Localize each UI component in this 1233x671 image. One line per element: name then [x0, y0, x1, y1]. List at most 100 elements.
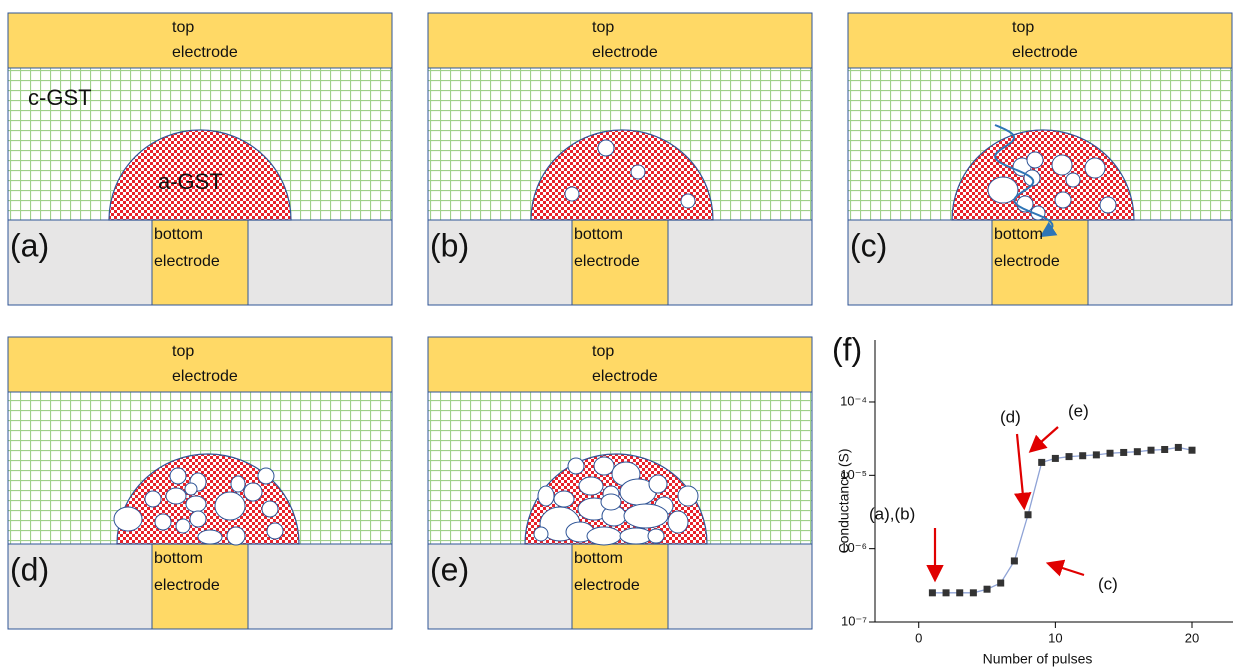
top-electrode-label: top [172, 19, 194, 36]
figure: top electrode bottom electrode (a) c-GST a-GST… [0, 0, 1233, 671]
void-bubble [166, 488, 186, 504]
void-bubble [649, 475, 667, 493]
void-bubble [155, 514, 171, 530]
void-bubble [1055, 192, 1071, 208]
data-point [1052, 455, 1059, 462]
annotation: (c) [1098, 574, 1118, 593]
y-tick-label: 10⁻⁷ [841, 613, 867, 628]
void-bubble [988, 177, 1018, 203]
data-point [1120, 449, 1127, 456]
bottom-electrode-label: electrode [154, 577, 220, 594]
device-panel: topelectrodebottomelectrode(c) [848, 13, 1232, 305]
void-bubble [678, 486, 698, 506]
bottom-electrode-label: bottom [154, 550, 203, 567]
top-electrode-label: top [592, 19, 614, 36]
void-bubble [624, 504, 668, 528]
void-bubble [145, 491, 161, 507]
data-point [1066, 453, 1073, 460]
void-bubble [262, 501, 278, 517]
panel-label: (c) [850, 227, 887, 263]
y-axis-label: Conductance (S) [836, 448, 852, 553]
annotation-arrow [1032, 427, 1058, 450]
panel-label: (e) [430, 551, 469, 587]
void-bubble [1100, 197, 1116, 213]
x-axis-label: Number of pulses [983, 651, 1093, 667]
void-bubble [198, 530, 222, 544]
data-point [970, 589, 977, 596]
data-point [956, 589, 963, 596]
void-bubble [631, 165, 645, 179]
data-point [1038, 459, 1045, 466]
top-electrode-label: top [172, 343, 194, 360]
bottom-electrode-label: bottom [574, 226, 623, 243]
data-point [1175, 444, 1182, 451]
annotation: (e) [1068, 401, 1089, 420]
void-bubble [1027, 152, 1043, 168]
bottom-electrode-label: bottom [574, 550, 623, 567]
data-point [1107, 450, 1114, 457]
y-tick-label: 10⁻⁴ [840, 393, 867, 408]
data-point [1079, 452, 1086, 459]
void-bubble [534, 527, 548, 541]
crystalline-label: c-GST [28, 85, 92, 110]
data-point [929, 589, 936, 596]
void-bubble [114, 507, 142, 531]
bottom-electrode-label: electrode [994, 253, 1060, 270]
device-panel: top electrode bottom electrode (e) [428, 337, 812, 629]
void-bubble [185, 483, 197, 495]
bottom-electrode-label: bottom [154, 226, 203, 243]
void-bubble [568, 458, 584, 474]
void-bubble [176, 519, 190, 533]
data-point [997, 580, 1004, 587]
void-bubble [244, 483, 262, 501]
void-bubble [1066, 173, 1080, 187]
panel-label: (a) [10, 227, 49, 263]
data-point [1025, 511, 1032, 518]
void-bubble [538, 486, 554, 506]
void-bubble [681, 194, 695, 208]
void-bubble [620, 528, 652, 544]
annotation: (a),(b) [869, 504, 915, 523]
top-electrode-label: electrode [592, 368, 658, 385]
bottom-electrode-label: electrode [154, 253, 220, 270]
void-bubble [554, 491, 574, 507]
x-tick-label: 20 [1185, 630, 1199, 645]
void-bubble [668, 511, 688, 533]
top-electrode-label: electrode [172, 368, 238, 385]
void-bubble [190, 511, 206, 527]
void-bubble [587, 527, 621, 545]
void-bubble [258, 468, 274, 484]
data-point [1134, 448, 1141, 455]
annotation-arrow [1017, 434, 1024, 506]
x-tick-label: 10 [1048, 630, 1062, 645]
top-electrode-label: electrode [172, 44, 238, 61]
amorphous-label: a-GST [158, 169, 223, 194]
bottom-electrode-label: electrode [574, 577, 640, 594]
void-bubble [598, 140, 614, 156]
void-bubble [594, 457, 614, 475]
bottom-electrode-label: bottom [994, 226, 1043, 243]
void-bubble [227, 527, 245, 545]
top-electrode-label: top [1012, 19, 1034, 36]
data-point [1148, 447, 1155, 454]
void-bubble [267, 523, 283, 539]
top-electrode-label: top [592, 343, 614, 360]
void-bubble [601, 494, 621, 510]
annotation: (d) [1000, 407, 1021, 426]
void-bubble [215, 492, 245, 520]
void-bubble [186, 496, 206, 512]
panel-label: (f) [832, 331, 862, 367]
data-point [943, 589, 950, 596]
data-point [984, 586, 991, 593]
device-panel: topelectrodebottomelectrode(d) [8, 337, 392, 629]
void-bubble [579, 477, 603, 495]
annotation-arrow [1050, 564, 1084, 575]
data-point [1189, 447, 1196, 454]
data-point [1093, 451, 1100, 458]
void-bubble [565, 187, 579, 201]
panel-label: (b) [430, 227, 469, 263]
device-panel: top electrode bottom electrode (a) c-GST a-GST [8, 13, 392, 305]
series-line [932, 447, 1192, 592]
void-bubble [1052, 155, 1072, 175]
